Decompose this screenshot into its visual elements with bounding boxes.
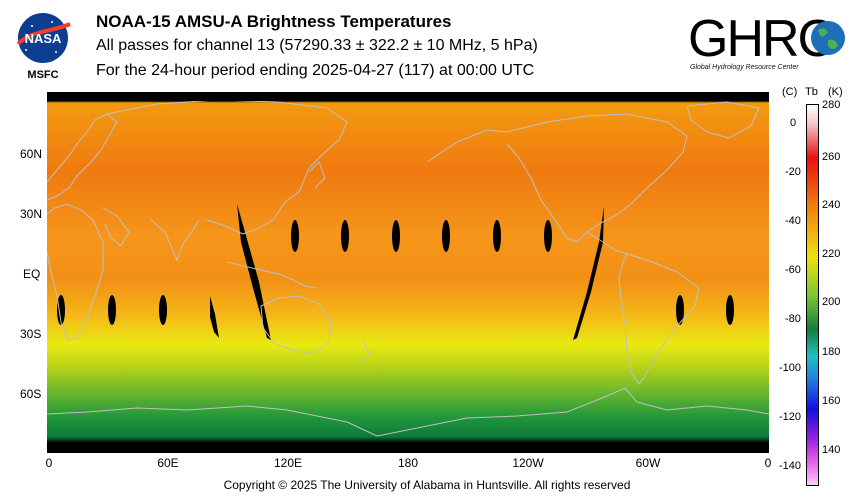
data-gap [726, 295, 734, 325]
lon-label-120e: 120E [273, 456, 303, 470]
data-gap [493, 220, 501, 252]
lat-label-60n: 60N [20, 147, 43, 161]
channel-subtitle: All passes for channel 13 (57290.33 ± 32… [96, 37, 538, 54]
nasa-logo: NASA MSFC [12, 10, 74, 82]
data-gap [676, 295, 684, 325]
lat-label-30s: 30S [20, 327, 42, 341]
colorbar-celsius-tick: 0 [790, 117, 797, 129]
ghrc-logo-text: GHRC [688, 10, 834, 68]
colorbar-header-c: (C) [782, 86, 798, 98]
colorbar-celsius-tick: -20 [785, 166, 801, 178]
missing-data-gaps [57, 204, 734, 340]
lat-label-60s: 60S [20, 387, 42, 401]
land-outlines [47, 99, 769, 437]
data-gap [341, 220, 349, 252]
lon-label-180: 180 [397, 456, 419, 470]
data-gap [392, 220, 400, 252]
maritime-se-asia-coast [226, 261, 318, 289]
japan-coast [308, 161, 326, 189]
colorbar-celsius-tick: -140 [779, 460, 802, 472]
globe-icon [811, 21, 845, 55]
africa-coast [47, 203, 104, 341]
nasa-meatball-icon: NASA MSFC [16, 13, 71, 81]
arabia-coast [102, 207, 130, 247]
lon-label-60e: 60E [157, 456, 179, 470]
lon-label-120w: 120W [512, 456, 544, 470]
lon-label-0-right: 0 [764, 456, 772, 470]
australia-coast [260, 295, 332, 355]
colorbar-kelvin-tick: 260 [822, 151, 841, 163]
europe-coast [47, 113, 118, 201]
ghrc-subtitle: Global Hydrology Resource Center [690, 64, 799, 71]
data-gap [57, 295, 65, 325]
lat-label-30n: 30N [20, 207, 43, 221]
lon-label-0-left: 0 [45, 456, 53, 470]
antarctica-coast [47, 387, 769, 437]
colorbar-header-tb: Tb [805, 86, 818, 98]
colorbar-kelvin-tick: 140 [822, 444, 841, 456]
period-subtitle: For the 24-hour period ending 2025-04-27… [96, 62, 535, 79]
colorbar-celsius-tick: -120 [779, 411, 802, 423]
missing-data-band-bottom [47, 443, 769, 453]
colorbar-gradient [806, 104, 819, 486]
lon-label-60w: 60W [635, 456, 661, 470]
page-title: NOAA-15 AMSU-A Brightness Temperatures [96, 12, 452, 31]
colorbar-celsius-tick: -80 [785, 313, 801, 325]
data-gap [159, 295, 167, 325]
data-gap [442, 220, 450, 252]
nasa-logo-caption: MSFC [27, 69, 58, 81]
south-america-coast [618, 253, 700, 385]
brightness-temperature-map [47, 92, 769, 453]
central-america-coast [586, 231, 628, 255]
colorbar-kelvin-tick: 280 [822, 99, 841, 111]
data-gap [210, 296, 219, 338]
colorbar-kelvin-tick: 240 [822, 199, 841, 211]
data-gap [291, 220, 299, 252]
colorbar [806, 104, 819, 486]
north-america-coast [506, 113, 688, 243]
colorbar-kelvin-tick: 220 [822, 248, 841, 260]
colorbar-header-k: (K) [828, 86, 843, 98]
colorbar-celsius-tick: -40 [785, 215, 801, 227]
colorbar-kelvin-tick: 180 [822, 346, 841, 358]
data-gap [544, 220, 552, 252]
missing-data-band-top [47, 92, 769, 101]
data-gap [237, 204, 271, 340]
new-zealand-coast [360, 339, 370, 365]
alaska-coast [426, 129, 508, 163]
map-field [47, 92, 769, 453]
colorbar-kelvin-tick: 200 [822, 296, 841, 308]
nasa-logo-text: NASA [25, 31, 62, 46]
colorbar-celsius-tick: -60 [785, 264, 801, 276]
india-coast [150, 219, 200, 262]
ghrc-logo: GHRC [688, 8, 848, 76]
data-gap [108, 295, 116, 325]
lat-label-eq: EQ [23, 267, 41, 281]
copyright-notice: Copyright © 2025 The University of Alaba… [223, 478, 631, 492]
colorbar-kelvin-tick: 160 [822, 395, 841, 407]
greenland-coast [686, 101, 760, 139]
colorbar-celsius-tick: -100 [779, 362, 802, 374]
